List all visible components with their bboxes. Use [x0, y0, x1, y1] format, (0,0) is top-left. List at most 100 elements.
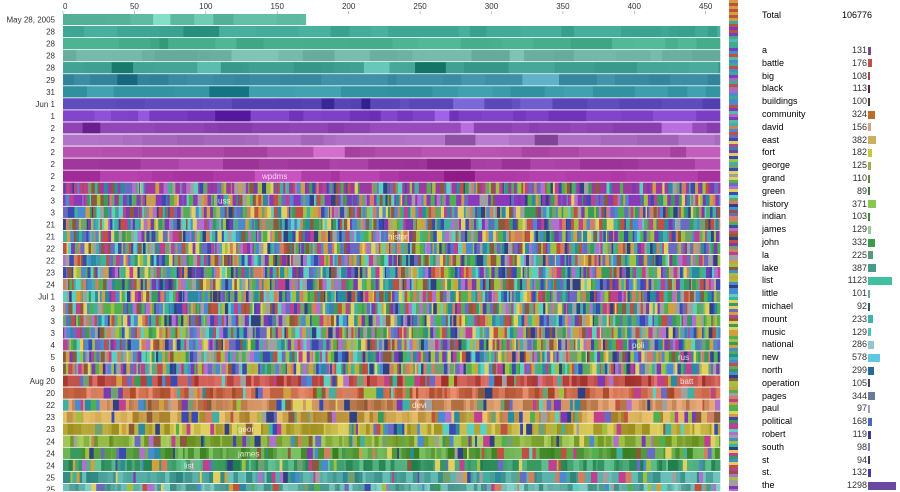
- revision-segment: [233, 243, 237, 254]
- revision-segment: [560, 255, 564, 266]
- revision-segment: [199, 376, 206, 387]
- revision-segment: [192, 267, 195, 278]
- revision-segment: [494, 376, 498, 387]
- revision-segment: [204, 351, 207, 362]
- revision-segment: [281, 74, 322, 85]
- revision-segment: [335, 388, 337, 399]
- revision-segment: [346, 303, 350, 314]
- revision-segment: [456, 424, 460, 435]
- revision-segment: [407, 424, 411, 435]
- revision-segment: [321, 412, 327, 423]
- revision-segment: [211, 303, 215, 314]
- revision-segment: [536, 195, 539, 206]
- revision-segment: [416, 231, 420, 242]
- revision-segment: [310, 327, 313, 338]
- revision-segment: [661, 363, 666, 374]
- revision-segment: [403, 327, 406, 338]
- revision-segment: [286, 303, 291, 314]
- revision-segment: [537, 327, 539, 338]
- revision-segment: [210, 207, 213, 218]
- revision-segment: [401, 279, 403, 290]
- revision-segment: [148, 315, 150, 326]
- revision-segment: [451, 267, 456, 278]
- revision-segment: [709, 388, 711, 399]
- revision-segment: [427, 315, 431, 326]
- revision-segment: [633, 279, 635, 290]
- revision-segment: [85, 400, 91, 411]
- revision-segment: [209, 327, 213, 338]
- row-date-label: 22: [46, 257, 55, 266]
- revision-segment: [461, 291, 466, 302]
- revision-segment: [512, 98, 521, 109]
- revision-segment: [207, 219, 209, 230]
- revision-segment: [353, 376, 357, 387]
- revision-segment: [591, 207, 595, 218]
- revision-segment: [263, 195, 267, 206]
- revision-segment: [528, 207, 532, 218]
- revision-segment: [300, 424, 302, 435]
- revision-segment: [663, 339, 665, 350]
- revision-segment: [242, 363, 247, 374]
- revision-segment: [556, 243, 560, 254]
- revision-segment: [641, 376, 648, 387]
- revision-segment: [84, 183, 89, 194]
- revision-segment: [320, 351, 322, 362]
- revision-segment: [414, 279, 417, 290]
- revision-segment: [649, 183, 652, 194]
- revision-segment: [335, 195, 338, 206]
- revision-segment: [688, 412, 692, 423]
- revision-segment: [193, 327, 197, 338]
- revision-segment: [424, 339, 428, 350]
- revision-segment: [710, 339, 714, 350]
- revision-segment: [454, 339, 456, 350]
- revision-segment: [221, 363, 226, 374]
- revision-segment: [320, 195, 325, 206]
- revision-segment: [247, 195, 251, 206]
- revision-segment: [413, 291, 417, 302]
- revision-segment: [588, 327, 593, 338]
- revision-segment: [107, 351, 109, 362]
- revision-segment: [538, 376, 540, 387]
- revision-segment: [231, 50, 278, 61]
- revision-segment: [692, 231, 695, 242]
- revision-segment: [465, 315, 468, 326]
- revision-segment: [635, 207, 639, 218]
- revision-segment: [143, 255, 147, 266]
- revision-segment: [706, 183, 709, 194]
- revision-segment: [578, 255, 582, 266]
- revision-segment: [419, 303, 423, 314]
- revision-segment: [607, 219, 611, 230]
- revision-segment: [498, 376, 503, 387]
- revision-segment: [654, 231, 659, 242]
- revision-segment: [270, 327, 272, 338]
- revision-segment: [662, 50, 693, 61]
- revision-segment: [384, 255, 389, 266]
- revision-segment: [444, 388, 447, 399]
- revision-segment: [181, 339, 185, 350]
- revision-segment: [625, 243, 627, 254]
- revision-segment: [183, 231, 186, 242]
- revision-segment: [198, 291, 200, 302]
- revision-segment: [63, 351, 66, 362]
- revision-segment: [542, 291, 545, 302]
- revision-segment: [78, 255, 81, 266]
- revision-segment: [711, 376, 715, 387]
- revision-segment: [441, 267, 445, 278]
- revision-segment: [706, 195, 710, 206]
- revision-segment: [260, 339, 263, 350]
- revision-segment: [561, 412, 568, 423]
- revision-segment: [539, 122, 570, 133]
- revision-segment: [613, 388, 618, 399]
- revision-segment: [328, 351, 332, 362]
- revision-segment: [222, 376, 226, 387]
- revision-segment: [454, 400, 462, 411]
- revision-segment: [467, 363, 472, 374]
- revision-segment: [84, 243, 88, 254]
- revision-segment: [251, 110, 290, 121]
- revision-segment: [377, 255, 381, 266]
- revision-segment: [599, 207, 602, 218]
- revision-segment: [77, 339, 80, 350]
